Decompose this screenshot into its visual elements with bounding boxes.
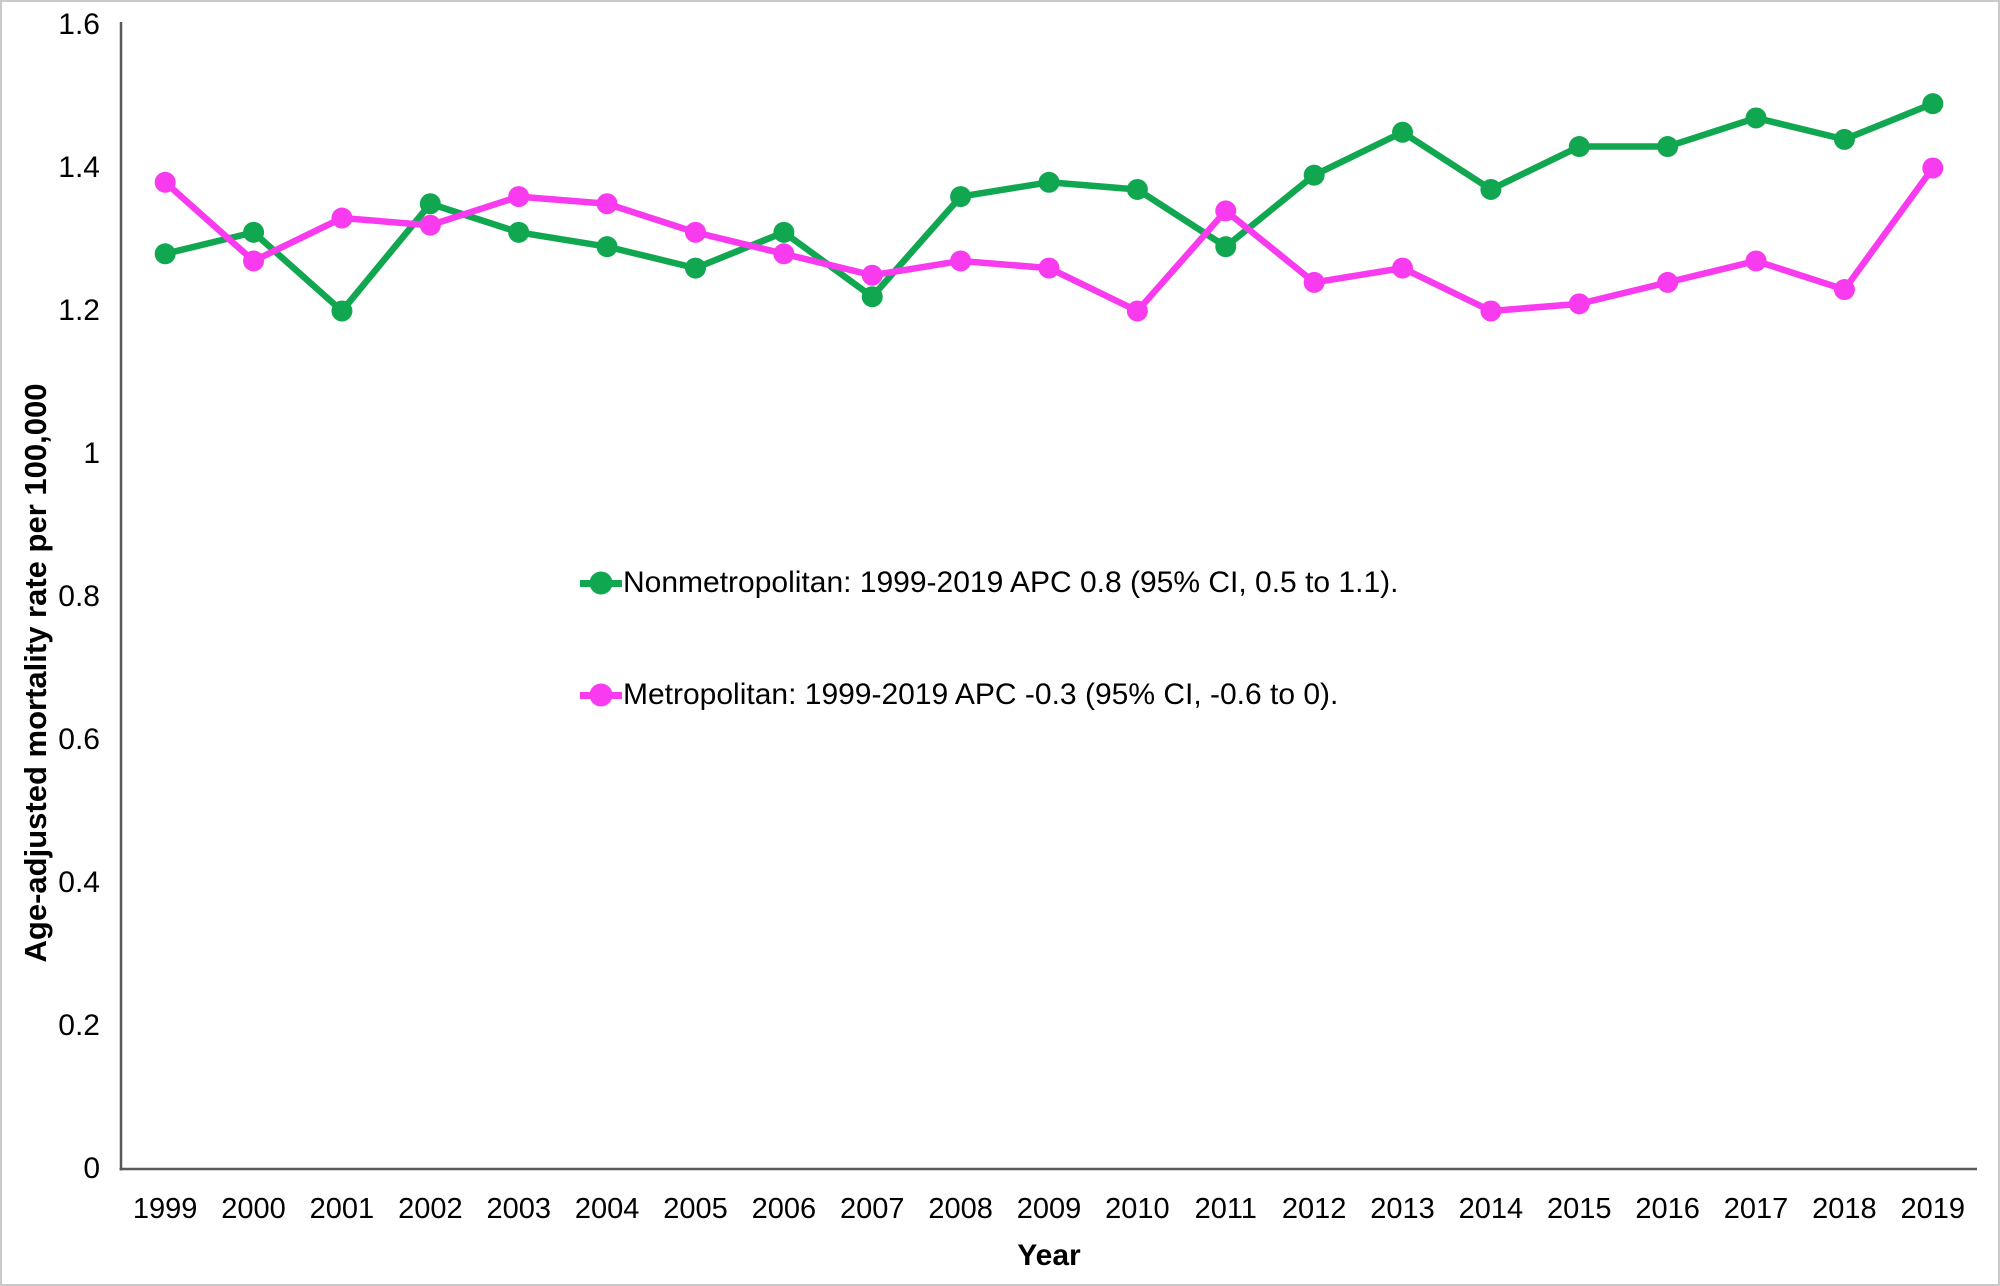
x-tick-label-2005: 2005 bbox=[663, 1193, 728, 1225]
y-tick-label-0.2: 0.2 bbox=[58, 1009, 100, 1042]
x-tick-label-2004: 2004 bbox=[574, 1193, 640, 1225]
data-point-metropolitan-2003 bbox=[508, 186, 530, 208]
y-axis-title: Age-adjusted mortality rate per 100,000 bbox=[18, 383, 53, 963]
data-point-nonmetropolitan-1999 bbox=[154, 243, 176, 265]
data-point-metropolitan-2015 bbox=[1568, 293, 1590, 315]
y-tick-label-0.8: 0.8 bbox=[58, 580, 100, 613]
data-point-nonmetropolitan-2015 bbox=[1568, 136, 1590, 158]
x-tick-label-2008: 2008 bbox=[928, 1193, 993, 1225]
x-tick-label-2013: 2013 bbox=[1370, 1193, 1435, 1225]
x-tick-label-2010: 2010 bbox=[1105, 1193, 1170, 1225]
data-point-nonmetropolitan-2019 bbox=[1922, 93, 1944, 115]
legend-item-metropolitan: Metropolitan: 1999-2019 APC -0.3 (95% CI… bbox=[580, 675, 1338, 715]
data-point-metropolitan-2009 bbox=[1038, 257, 1060, 279]
data-point-metropolitan-2011 bbox=[1215, 200, 1237, 222]
data-point-nonmetropolitan-2003 bbox=[508, 221, 530, 243]
data-point-metropolitan-2018 bbox=[1833, 279, 1855, 301]
x-tick-label-2000: 2000 bbox=[221, 1193, 286, 1225]
data-point-metropolitan-2010 bbox=[1126, 300, 1148, 322]
data-point-nonmetropolitan-2010 bbox=[1126, 178, 1148, 200]
data-point-metropolitan-2013 bbox=[1392, 257, 1414, 279]
nonmetropolitan-legend-marker-icon bbox=[580, 571, 622, 595]
y-tick-label-1.4: 1.4 bbox=[58, 151, 100, 184]
data-point-nonmetropolitan-2007 bbox=[861, 286, 883, 308]
data-point-metropolitan-2012 bbox=[1303, 271, 1325, 293]
legend-label-metropolitan: Metropolitan: 1999-2019 APC -0.3 (95% CI… bbox=[623, 678, 1339, 711]
legend-label-nonmetropolitan: Nonmetropolitan: 1999-2019 APC 0.8 (95% … bbox=[623, 566, 1399, 599]
x-tick-label-2009: 2009 bbox=[1016, 1193, 1082, 1225]
x-tick-label-2003: 2003 bbox=[486, 1193, 551, 1225]
metropolitan-legend-marker-icon bbox=[580, 683, 622, 707]
x-tick-label-2012: 2012 bbox=[1281, 1193, 1347, 1225]
data-point-metropolitan-2016 bbox=[1657, 271, 1679, 293]
y-tick-label-0.6: 0.6 bbox=[58, 723, 100, 756]
data-point-nonmetropolitan-2009 bbox=[1038, 171, 1060, 193]
x-tick-label-1999: 1999 bbox=[132, 1193, 198, 1225]
x-tick-label-2017: 2017 bbox=[1723, 1193, 1789, 1225]
x-tick-label-2006: 2006 bbox=[751, 1193, 817, 1225]
data-point-nonmetropolitan-2004 bbox=[596, 236, 618, 258]
data-point-nonmetropolitan-2012 bbox=[1303, 164, 1325, 186]
data-point-metropolitan-2000 bbox=[243, 250, 265, 272]
x-tick-label-2016: 2016 bbox=[1635, 1193, 1700, 1225]
y-tick-label-1: 1 bbox=[83, 437, 100, 470]
x-tick-label-2007: 2007 bbox=[839, 1193, 905, 1225]
data-point-metropolitan-2006 bbox=[773, 243, 795, 265]
data-point-metropolitan-2002 bbox=[419, 214, 441, 236]
data-point-nonmetropolitan-2014 bbox=[1480, 178, 1502, 200]
x-tick-label-2002: 2002 bbox=[398, 1193, 463, 1225]
x-tick-label-2015: 2015 bbox=[1547, 1193, 1612, 1225]
data-point-metropolitan-2004 bbox=[596, 193, 618, 215]
data-point-metropolitan-2007 bbox=[861, 264, 883, 286]
x-tick-label-2001: 2001 bbox=[309, 1193, 375, 1225]
x-axis-title: Year bbox=[1017, 1239, 1081, 1272]
x-tick-label-2011: 2011 bbox=[1194, 1193, 1257, 1225]
data-point-metropolitan-2008 bbox=[950, 250, 972, 272]
x-tick-label-2019: 2019 bbox=[1900, 1193, 1966, 1225]
data-point-metropolitan-1999 bbox=[154, 171, 176, 193]
data-point-nonmetropolitan-2011 bbox=[1215, 236, 1237, 258]
x-tick-label-2014: 2014 bbox=[1458, 1193, 1524, 1225]
x-tick-label-2018: 2018 bbox=[1812, 1193, 1877, 1225]
data-point-metropolitan-2017 bbox=[1745, 250, 1767, 272]
data-point-metropolitan-2014 bbox=[1480, 300, 1502, 322]
data-point-nonmetropolitan-2000 bbox=[243, 221, 265, 243]
data-point-metropolitan-2005 bbox=[684, 221, 706, 243]
y-tick-label-0: 0 bbox=[83, 1152, 100, 1185]
data-point-nonmetropolitan-2005 bbox=[684, 257, 706, 279]
data-point-nonmetropolitan-2016 bbox=[1657, 136, 1679, 158]
legend-item-nonmetropolitan: Nonmetropolitan: 1999-2019 APC 0.8 (95% … bbox=[580, 563, 1398, 603]
data-point-metropolitan-2019 bbox=[1922, 157, 1944, 179]
data-point-nonmetropolitan-2018 bbox=[1833, 128, 1855, 150]
data-point-nonmetropolitan-2002 bbox=[419, 193, 441, 215]
data-point-metropolitan-2001 bbox=[331, 207, 353, 229]
y-tick-label-1.6: 1.6 bbox=[58, 8, 100, 41]
y-tick-label-1.2: 1.2 bbox=[58, 294, 100, 327]
data-point-nonmetropolitan-2001 bbox=[331, 300, 353, 322]
data-point-nonmetropolitan-2008 bbox=[950, 186, 972, 208]
data-point-nonmetropolitan-2017 bbox=[1745, 107, 1767, 129]
y-tick-label-0.4: 0.4 bbox=[58, 866, 100, 899]
data-point-nonmetropolitan-2006 bbox=[773, 221, 795, 243]
data-point-nonmetropolitan-2013 bbox=[1392, 121, 1414, 143]
